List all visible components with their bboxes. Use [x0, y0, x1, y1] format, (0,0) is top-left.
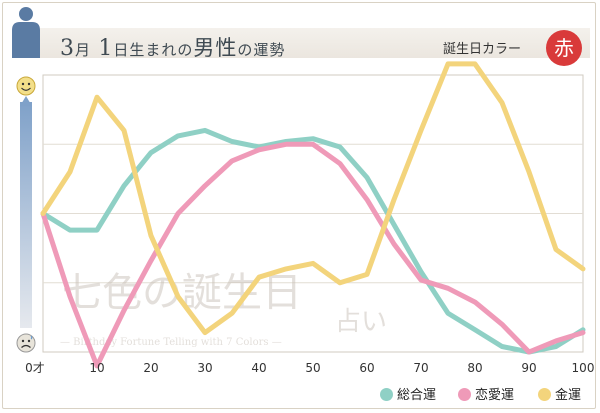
title-bar	[40, 28, 590, 58]
legend-item-1: 恋愛運	[458, 384, 514, 403]
x-tick-label: 0才	[25, 361, 45, 375]
watermark-sub: 占い	[335, 307, 387, 337]
title-day: 1	[98, 36, 114, 61]
series-line-0	[40, 127, 586, 355]
sad-face-icon	[16, 333, 36, 353]
legend-label-0: 総合運	[397, 388, 437, 403]
y-axis-arrow	[20, 96, 32, 106]
title-month-unit: 月	[75, 41, 92, 59]
legend-dot-1	[458, 388, 471, 401]
title-day-unit: 日生まれの	[113, 41, 194, 59]
legend-label-2: 金運	[555, 388, 582, 403]
watermark: 七色の誕生日 占い — Birthday Fortune Telling wit…	[60, 270, 387, 348]
x-tick-label: 30	[197, 361, 212, 375]
birth-color-label: 誕生日カラー	[443, 42, 522, 57]
smile-face-icon	[16, 76, 36, 96]
x-tick-label: 100	[572, 361, 595, 375]
x-tick-label: 20	[143, 361, 158, 375]
x-tick-label: 50	[305, 361, 320, 375]
series-line-2	[40, 61, 586, 336]
y-axis-gradient-bar	[20, 102, 32, 328]
series-line-1	[40, 141, 586, 369]
chart-frame	[2, 2, 596, 409]
page-title: 3月 1日生まれの男性の運勢	[60, 32, 285, 62]
birth-color-badge: 赤	[546, 30, 582, 66]
x-tick-label: 80	[467, 361, 482, 375]
x-tick-label: 40	[251, 361, 266, 375]
title-month: 3	[60, 36, 75, 61]
title-gender: 男性	[193, 36, 238, 60]
x-tick-label: 10	[89, 361, 104, 375]
legend-dot-2	[538, 388, 551, 401]
title-suffix: の運勢	[237, 41, 286, 59]
legend-item-0: 総合運	[380, 384, 436, 403]
x-tick-label: 90	[521, 361, 536, 375]
x-tick-label: 70	[413, 361, 428, 375]
legend-item-2: 金運	[538, 384, 581, 403]
legend-dot-0	[380, 388, 393, 401]
legend-label-1: 恋愛運	[475, 388, 515, 403]
x-tick-label: 60	[359, 361, 374, 375]
watermark-english: — Birthday Fortune Telling with 7 Colors…	[60, 337, 282, 348]
